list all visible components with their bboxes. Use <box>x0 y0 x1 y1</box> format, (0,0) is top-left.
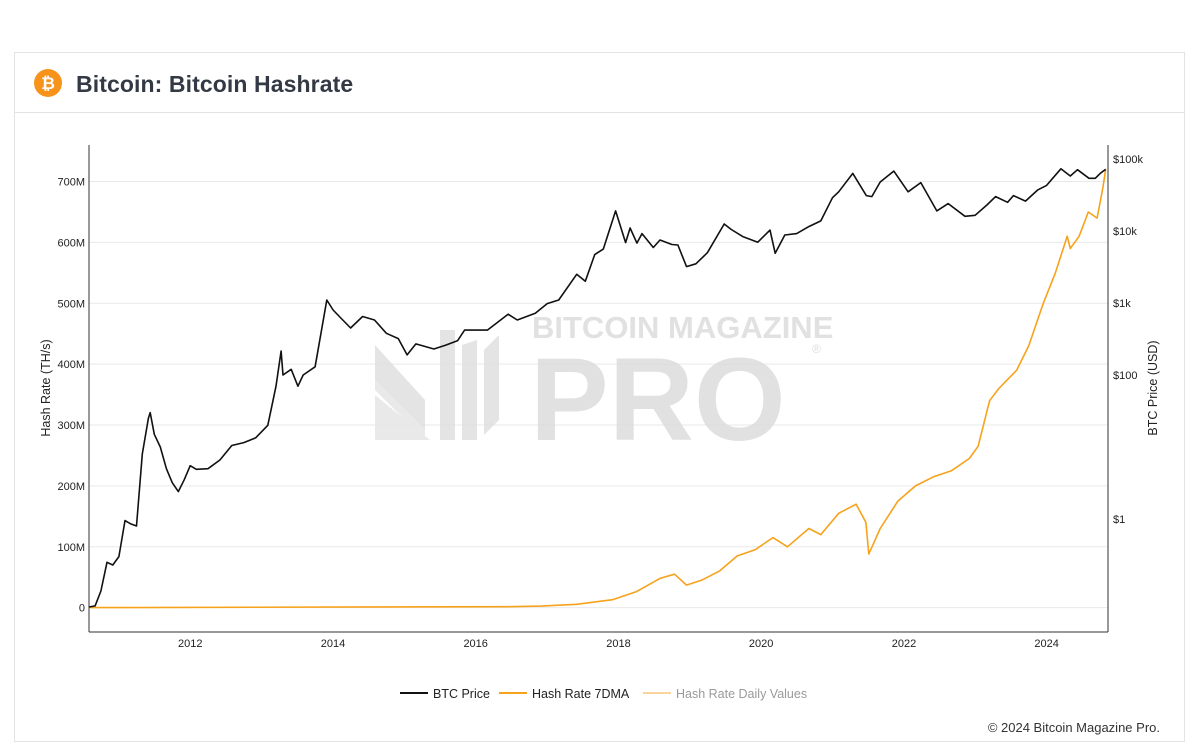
x-axis-ticks: 2012 2014 2016 2018 2020 2022 2024 <box>178 638 1059 650</box>
legend-label-hash-rate-daily: Hash Rate Daily Values <box>676 687 807 701</box>
right-tick-label: $100k <box>1113 154 1143 166</box>
left-tick-label: 700M <box>57 177 85 189</box>
left-tick-label: 500M <box>57 298 85 310</box>
bitcoin-symbol-icon: ₿ <box>41 74 55 94</box>
page-title: Bitcoin: Bitcoin Hashrate <box>76 71 354 97</box>
x-tick-label: 2022 <box>892 638 916 650</box>
legend[interactable]: BTC Price Hash Rate 7DMA Hash Rate Daily… <box>400 687 807 701</box>
axes <box>88 145 1109 633</box>
legend-item-btc-price[interactable]: BTC Price <box>400 687 490 701</box>
right-axis-title: BTC Price (USD) <box>1146 340 1160 435</box>
legend-label-hash-rate-7dma: Hash Rate 7DMA <box>532 687 630 701</box>
watermark: BITCOIN MAGAZINE PRO ® <box>375 310 833 466</box>
left-tick-label: 600M <box>57 237 85 249</box>
left-tick-label: 400M <box>57 359 85 371</box>
watermark-registered: ® <box>812 342 821 356</box>
left-axis-title: Hash Rate (TH/s) <box>39 339 53 436</box>
right-tick-label: $100 <box>1113 370 1137 382</box>
chart-card: ₿ Bitcoin: Bitcoin Hashrate © 2024 Bitco… <box>14 52 1185 742</box>
x-tick-label: 2014 <box>321 638 345 650</box>
watermark-line2: PRO <box>530 334 786 466</box>
series-line-btc-price[interactable] <box>88 168 1107 608</box>
legend-label-btc-price: BTC Price <box>433 687 490 701</box>
x-tick-label: 2018 <box>606 638 630 650</box>
svg-text:₿: ₿ <box>41 74 55 94</box>
left-axis-ticks: 0 100M 200M 300M 400M 500M 600M 700M <box>57 177 85 615</box>
series <box>88 168 1107 609</box>
right-tick-label: $1k <box>1113 298 1131 310</box>
legend-item-hash-rate-daily[interactable]: Hash Rate Daily Values <box>643 687 807 701</box>
watermark-line1: BITCOIN MAGAZINE <box>532 310 833 345</box>
left-tick-label: 300M <box>57 420 85 432</box>
copyright-text: © 2024 Bitcoin Magazine Pro. <box>987 720 1160 735</box>
right-tick-label: $1 <box>1113 514 1125 526</box>
left-tick-label: 100M <box>57 542 85 554</box>
x-tick-label: 2016 <box>463 638 487 650</box>
legend-item-hash-rate-7dma[interactable]: Hash Rate 7DMA <box>499 687 630 701</box>
bitcoin-logo-icon: ₿ <box>34 69 62 97</box>
left-tick-label: 200M <box>57 481 85 493</box>
series-line-hash-rate-7dma[interactable] <box>88 169 1107 609</box>
left-tick-label: 0 <box>79 603 85 615</box>
x-tick-label: 2020 <box>749 638 773 650</box>
right-axis-ticks: $1 $100 $1k $10k $100k <box>1113 154 1143 526</box>
watermark-bars-icon <box>375 330 499 440</box>
grid-lines <box>89 181 1108 609</box>
x-tick-label: 2024 <box>1034 638 1058 650</box>
right-tick-label: $10k <box>1113 226 1137 238</box>
chart-header: ₿ Bitcoin: Bitcoin Hashrate <box>15 53 1184 113</box>
x-tick-label: 2012 <box>178 638 202 650</box>
